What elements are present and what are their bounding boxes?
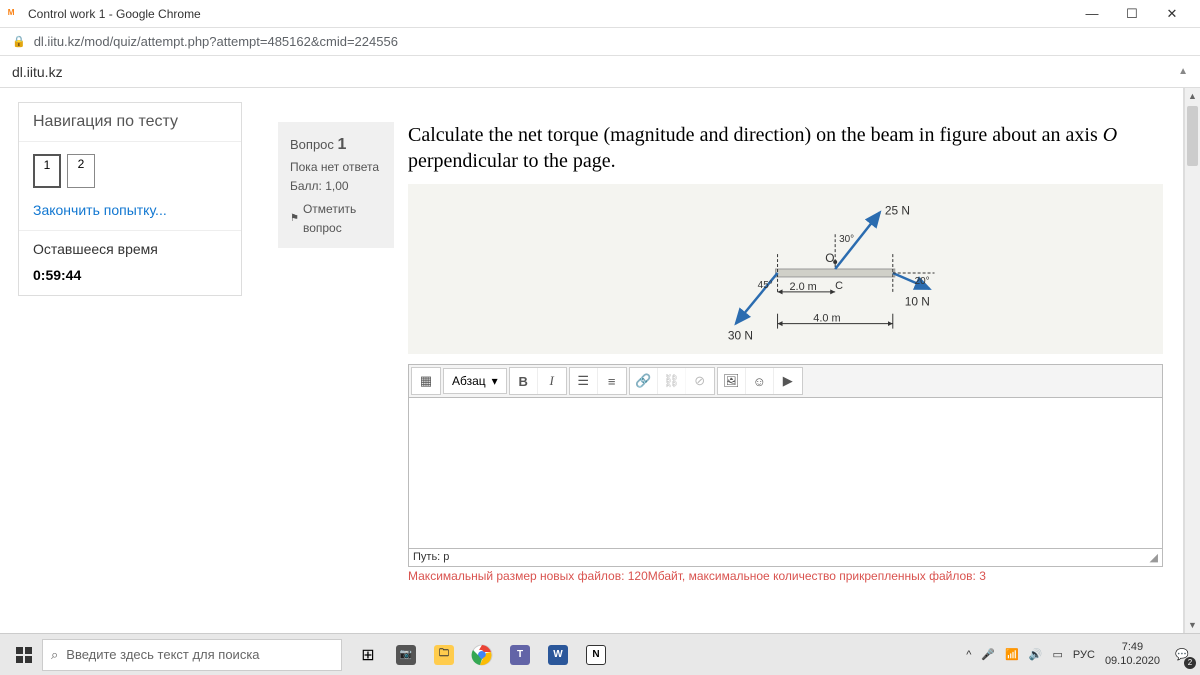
number-list-button[interactable]: ≡ — [598, 368, 626, 394]
svg-text:4.0 m: 4.0 m — [813, 313, 840, 325]
question-box-2[interactable]: 2 — [67, 154, 95, 188]
media-button[interactable]: ▶ — [774, 368, 802, 394]
notion-app-icon[interactable]: N — [578, 637, 614, 673]
physics-diagram: O C 25 N 30° 10 N 20° 30 N 45° — [408, 184, 1163, 354]
question-info: Вопрос 1 Пока нет ответа Балл: 1,00 ⚑ От… — [278, 122, 394, 248]
system-tray: ^ 🎤 📶 🔊 ▭ РУС 7:49 09.10.2020 💬 2 — [966, 641, 1194, 667]
maximize-button[interactable] — [1112, 0, 1152, 28]
svg-text:45°: 45° — [758, 280, 773, 291]
chrome-app-icon[interactable] — [464, 637, 500, 673]
tray-clock[interactable]: 7:49 09.10.2020 — [1105, 641, 1160, 667]
tray-battery-icon[interactable]: ▭ — [1053, 648, 1063, 661]
question-mark: Балл: 1,00 — [290, 177, 382, 196]
page-content: Навигация по тесту 1 2 Закончить попытку… — [0, 88, 1184, 633]
resize-handle-icon[interactable]: ◢ — [1150, 551, 1158, 564]
teams-app-icon[interactable]: T — [502, 637, 538, 673]
site-header[interactable]: dl.iitu.kz ▲ — [0, 56, 1200, 88]
quiz-nav-panel: Навигация по тесту 1 2 Закончить попытку… — [18, 102, 242, 296]
windows-taskbar: ⌕ Введите здесь текст для поиска ⊞ 📷 🗀 T… — [0, 633, 1200, 675]
point-o: O — [825, 251, 834, 265]
flag-label: Отметить вопрос — [303, 200, 382, 238]
tray-wifi-icon[interactable]: 📶 — [1005, 648, 1019, 661]
svg-text:10 N: 10 N — [905, 295, 930, 309]
svg-text:20°: 20° — [915, 276, 930, 287]
image-button[interactable]: 🖼 — [718, 368, 746, 394]
tray-volume-icon[interactable]: 🔊 — [1029, 648, 1043, 661]
lock-icon[interactable]: 🔒 — [12, 35, 26, 48]
finish-attempt-link[interactable]: Закончить попытку... — [33, 202, 227, 218]
close-button[interactable] — [1152, 0, 1192, 28]
question-state: Пока нет ответа — [290, 158, 382, 177]
unlink-button[interactable]: ⛓ — [658, 368, 686, 394]
moodle-icon: ᴹ — [8, 7, 22, 21]
tray-mic-icon[interactable]: 🎤 — [981, 648, 995, 661]
flag-question-link[interactable]: ⚑ Отметить вопрос — [290, 200, 382, 238]
flag-icon: ⚑ — [290, 211, 299, 227]
question-box-1[interactable]: 1 — [33, 154, 61, 188]
taskbar-search[interactable]: ⌕ Введите здесь текст для поиска — [42, 639, 342, 671]
question-number: 1 — [338, 136, 347, 153]
nolink-button[interactable]: ⊘ — [686, 368, 714, 394]
nav-heading: Навигация по тесту — [19, 103, 241, 142]
notification-badge: 2 — [1184, 657, 1196, 669]
search-icon: ⌕ — [51, 647, 58, 663]
emoji-button[interactable]: ☺ — [746, 368, 774, 394]
notification-button[interactable]: 💬 2 — [1170, 643, 1194, 667]
scroll-thumb[interactable] — [1187, 106, 1198, 166]
tray-chevron-icon[interactable]: ^ — [966, 649, 971, 661]
scroll-up-icon[interactable]: ▲ — [1185, 88, 1200, 104]
editor-textarea[interactable] — [409, 398, 1162, 548]
minimize-button[interactable] — [1072, 0, 1112, 28]
address-bar: 🔒 dl.iitu.kz/mod/quiz/attempt.php?attemp… — [0, 28, 1200, 56]
file-limit-text: Максимальный размер новых файлов: 120Мба… — [408, 569, 1163, 583]
editor-path: Путь: p ◢ — [409, 548, 1162, 566]
answer-editor: ▦ Абзац▾ B I ☰ ≡ 🔗 ⛓ ⊘ 🖼 — [408, 364, 1163, 567]
question-body: Calculate the net torque (magnitude and … — [408, 122, 1163, 583]
vertical-scrollbar[interactable]: ▲ ▼ — [1184, 88, 1200, 633]
search-placeholder: Введите здесь текст для поиска — [66, 647, 259, 662]
tray-language[interactable]: РУС — [1073, 649, 1095, 661]
svg-text:25 N: 25 N — [885, 203, 910, 217]
paragraph-select[interactable]: Абзац▾ — [443, 368, 507, 394]
question-boxes: 1 2 — [33, 154, 227, 188]
chevron-down-icon: ▾ — [492, 374, 498, 388]
link-button[interactable]: 🔗 — [630, 368, 658, 394]
caret-up-icon: ▲ — [1178, 66, 1188, 77]
word-app-icon[interactable]: W — [540, 637, 576, 673]
camera-app-icon[interactable]: 📷 — [388, 637, 424, 673]
task-view-button[interactable]: ⊞ — [350, 637, 386, 673]
start-button[interactable] — [6, 637, 42, 673]
bullet-list-button[interactable]: ☰ — [570, 368, 598, 394]
explorer-app-icon[interactable]: 🗀 — [426, 637, 462, 673]
point-c: C — [835, 280, 843, 292]
url-text[interactable]: dl.iitu.kz/mod/quiz/attempt.php?attempt=… — [34, 34, 398, 49]
window-titlebar: ᴹ Control work 1 - Google Chrome — [0, 0, 1200, 28]
scroll-down-icon[interactable]: ▼ — [1185, 617, 1200, 633]
question-label: Вопрос — [290, 137, 334, 152]
italic-button[interactable]: I — [538, 368, 566, 394]
site-name: dl.iitu.kz — [12, 64, 63, 80]
svg-text:2.0 m: 2.0 m — [789, 281, 816, 293]
question-text: Calculate the net torque (magnitude and … — [408, 122, 1163, 174]
window-title: Control work 1 - Google Chrome — [28, 7, 1072, 21]
window-controls — [1072, 0, 1192, 28]
taskbar-apps: ⊞ 📷 🗀 T W N — [350, 637, 614, 673]
time-value: 0:59:44 — [19, 267, 241, 295]
time-label: Оставшееся время — [19, 230, 241, 267]
svg-text:30°: 30° — [839, 234, 854, 245]
toggle-toolbar-button[interactable]: ▦ — [412, 368, 440, 394]
editor-toolbar: ▦ Абзац▾ B I ☰ ≡ 🔗 ⛓ ⊘ 🖼 — [409, 365, 1162, 398]
svg-text:30 N: 30 N — [728, 329, 753, 343]
bold-button[interactable]: B — [510, 368, 538, 394]
